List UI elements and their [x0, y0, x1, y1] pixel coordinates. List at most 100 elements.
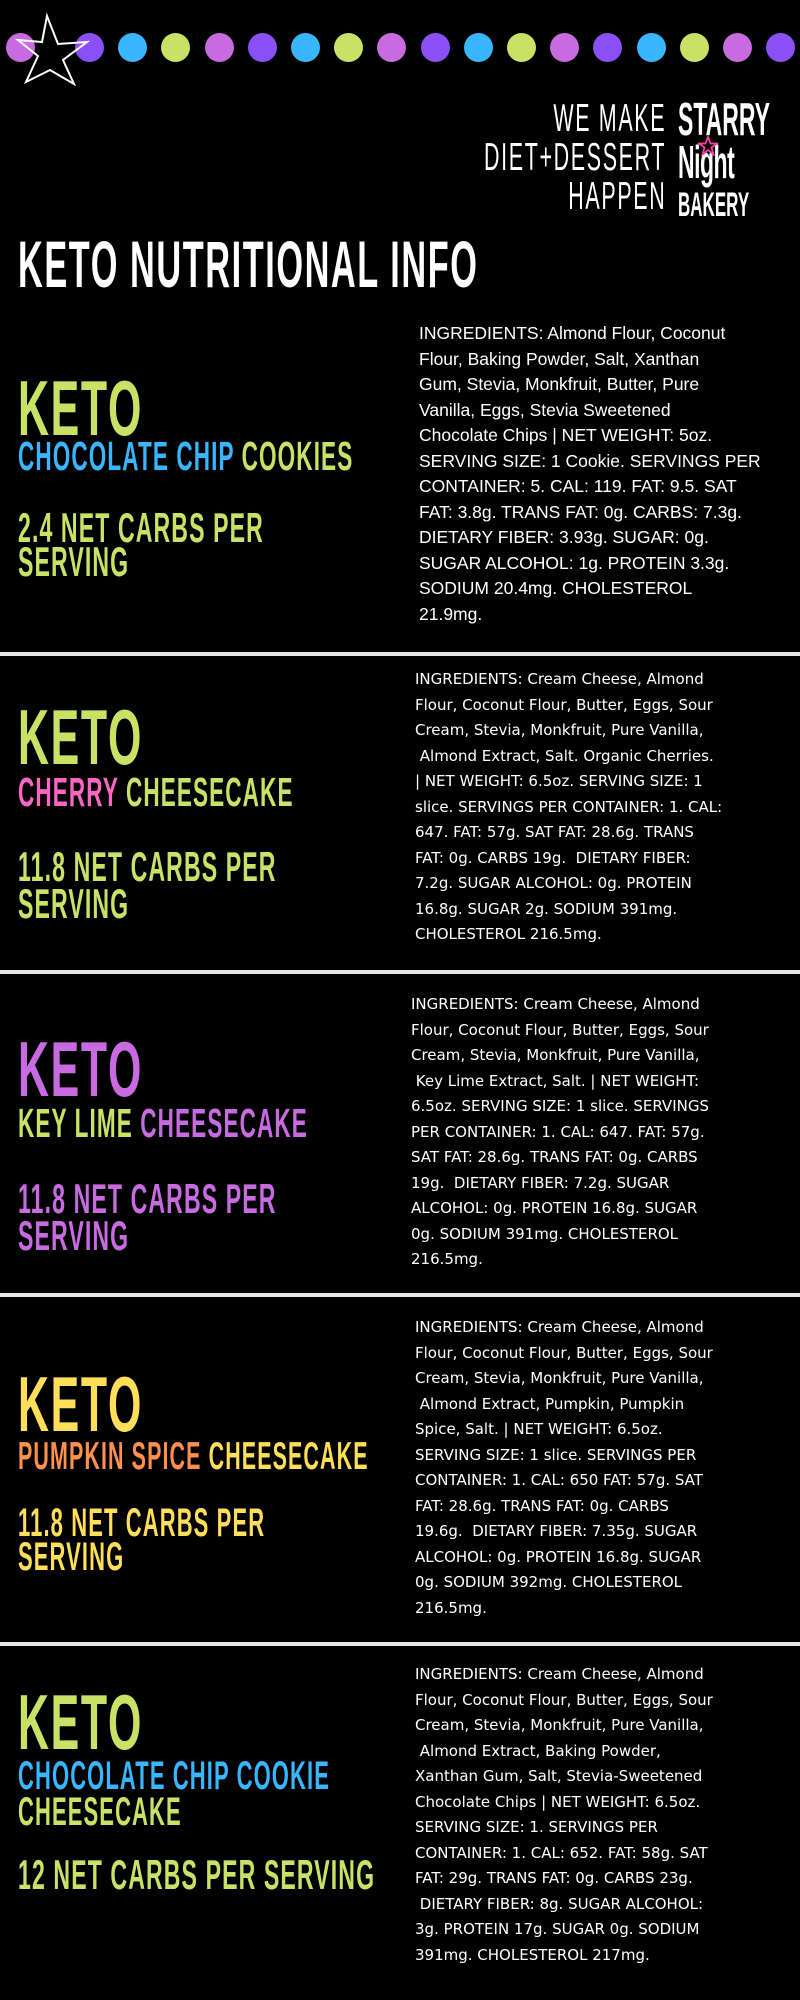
nutrition-info-line: Gum, Stevia, Monkfruit, Butter, Pure	[419, 374, 700, 394]
keto-label: KETO	[18, 1025, 143, 1113]
nutrition-info: INGREDIENTS: Cream Cheese, Almond Flour, …	[415, 1662, 713, 1968]
nutrition-info-line: ALCOHOL: 0g. PROTEIN 16.8g. SUGAR	[411, 1199, 698, 1217]
nutrition-info-line: INGREDIENTS: Cream Cheese, Almond	[415, 670, 704, 688]
nutrition-info-line: Chocolate Chips | NET WEIGHT: 6.5oz.	[415, 1792, 701, 1811]
nutrition-info-line: Flour, Coconut Flour, Butter, Eggs, Sour	[415, 1690, 713, 1709]
decorative-dot	[636, 33, 666, 62]
net-carbs-line-2: SERVING	[18, 1212, 130, 1259]
keto-label: KETO	[18, 693, 143, 781]
nutrition-info-line: Cream, Stevia, Monkfruit, Pure Vanilla,	[415, 721, 704, 739]
nutrition-info-line: FAT: 29g. TRANS FAT: 0g. CARBS 23g.	[415, 1869, 693, 1887]
nutrition-info-line: 19.6g. DIETARY FIBER: 7.35g. SUGAR	[415, 1522, 698, 1540]
nutrition-info-line: Almond Extract, Pumpkin, Pumpkin	[415, 1394, 685, 1413]
product-name-b: COOKIES	[241, 433, 354, 479]
decorative-dot	[679, 33, 709, 62]
decorative-dot	[463, 33, 493, 62]
nutrition-info-line: | NET WEIGHT: 6.5oz. SERVING SIZE: 1	[415, 772, 703, 790]
product-name: CHERRY CHEESECAKE	[18, 772, 294, 813]
decorative-dot	[118, 33, 148, 62]
net-carbs-line-1: 11.8 NET CARBS PER	[18, 1175, 277, 1222]
keto-label: KETO	[18, 1678, 143, 1766]
nutrition-info-line: Flour, Coconut Flour, Butter, Eggs, Sour	[415, 1343, 713, 1362]
nutrition-info-line: INGREDIENTS: Cream Cheese, Almond	[411, 995, 700, 1013]
nutrition-info-line: Flour, Baking Powder, Salt, Xanthan	[419, 348, 700, 369]
net-carbs-line-2: SERVING	[18, 880, 130, 927]
nutrition-info-line: Vanilla, Eggs, Stevia Sweetened	[419, 399, 671, 420]
nutrition-info-line: Flour, Coconut Flour, Butter, Eggs, Sour	[415, 695, 713, 714]
nutrition-info-line: Cream, Stevia, Monkfruit, Pure Vanilla,	[415, 1716, 704, 1734]
nutrition-info: INGREDIENTS: Almond Flour, Coconut Flour,…	[419, 321, 761, 627]
pink-star-icon	[698, 136, 718, 156]
product-name-a: PUMPKIN SPICE	[18, 1435, 202, 1478]
net-carbs-line-1: 11.8 NET CARBS PER	[18, 1501, 266, 1545]
nutrition-info-line: ALCOHOL: 0g. PROTEIN 16.8g. SUGAR	[415, 1547, 702, 1566]
product-name-b: CHEESECAKE	[140, 1100, 308, 1146]
nutrition-info-line: Cream, Stevia, Monkfruit, Pure Vanilla,	[411, 1046, 700, 1064]
nutrition-info-line: Almond Extract, Baking Powder,	[415, 1741, 661, 1760]
decorative-dot	[161, 33, 191, 62]
nutrition-info-line: DIETARY FIBER: 3.93g. SUGAR: 0g.	[419, 527, 709, 547]
nutrition-info-line: SUGAR ALCOHOL: 1g. PROTEIN 3.3g.	[419, 552, 730, 573]
nutrition-info-line: slice. SERVINGS PER CONTAINER: 1. CAL:	[415, 797, 723, 816]
logo-starry: STARRY	[678, 93, 770, 145]
nutrition-info-line: SERVING SIZE: 1 slice. SERVINGS PER	[415, 1445, 697, 1464]
decorative-dot	[420, 33, 450, 62]
nutrition-info-line: 16.8g. SUGAR 2g. SODIUM 391mg.	[415, 899, 678, 918]
nutrition-info-line: Flour, Coconut Flour, Butter, Eggs, Sour	[411, 1020, 709, 1039]
nutrition-info-line: Chocolate Chips | NET WEIGHT: 5oz.	[419, 425, 713, 445]
nutrition-info-line: Key Lime Extract, Salt. | NET WEIGHT:	[411, 1071, 700, 1090]
section-divider	[0, 1642, 800, 1646]
logo-night: Night	[678, 136, 735, 188]
nutrition-info-line: 216.5mg.	[415, 1598, 487, 1617]
nutrition-info-line: SODIUM 20.4mg. CHOLESTEROL	[419, 578, 693, 598]
nutrition-info-line: 6.5oz. SERVING SIZE: 1 slice. SERVINGS	[411, 1097, 709, 1115]
tagline-line-2: DIET+DESSERT	[483, 136, 666, 179]
tagline-line-1: WE MAKE	[553, 97, 666, 140]
nutrition-info-line: 7.2g. SUGAR ALCOHOL: 0g. PROTEIN	[415, 874, 692, 892]
star-outline-icon	[14, 12, 90, 86]
nutrition-info-line: 647. FAT: 57g. SAT FAT: 28.6g. TRANS	[415, 823, 694, 841]
nutrition-info-line: SAT FAT: 28.6g. TRANS FAT: 0g. CARBS	[411, 1148, 698, 1166]
logo-bakery: BAKERY	[678, 186, 750, 224]
net-carbs-line-2: SERVING	[18, 1535, 125, 1579]
nutrition-info-line: PER CONTAINER: 1. CAL: 647. FAT: 57g.	[411, 1122, 705, 1141]
nutrition-info-line: FAT: 0g. CARBS 19g. DIETARY FIBER:	[415, 848, 691, 867]
net-carbs-line-1: 12 NET CARBS PER SERVING	[18, 1851, 376, 1898]
product-name-a: CHOCOLATE CHIP COOKIE	[18, 1754, 330, 1798]
product-name-b: CHEESECAKE	[208, 1435, 369, 1478]
decorative-dot	[507, 33, 536, 62]
product-name-a: CHOCOLATE CHIP	[18, 433, 235, 479]
decorative-dot	[334, 33, 364, 62]
nutrition-info-line: 216.5mg.	[411, 1250, 483, 1268]
product-name-a: CHERRY	[18, 769, 119, 815]
product-name-b: CHEESECAKE	[125, 769, 294, 815]
nutrition-info-line: 21.9mg.	[419, 603, 483, 624]
nutrition-info-line: INGREDIENTS: Almond Flour, Coconut	[419, 323, 726, 343]
section-divider	[0, 1293, 800, 1297]
section-divider	[0, 652, 800, 656]
nutrition-info-line: 391mg. CHOLESTEROL 217mg.	[415, 1945, 650, 1964]
nutrition-info: INGREDIENTS: Cream Cheese, Almond Flour, …	[415, 667, 722, 948]
nutrition-info-line: SERVING SIZE: 1 Cookie. SERVINGS PER	[419, 450, 761, 471]
nutrition-info-line: FAT: 28.6g. TRANS FAT: 0g. CARBS	[415, 1496, 669, 1515]
nutrition-info-line: Spice, Salt. | NET WEIGHT: 6.5oz.	[415, 1420, 663, 1438]
decorative-dot	[550, 33, 580, 62]
nutrition-info-line: INGREDIENTS: Cream Cheese, Almond	[415, 1665, 704, 1683]
product-name: KEY LIME CHEESECAKE	[18, 1103, 308, 1144]
keto-label: KETO	[18, 1360, 143, 1448]
nutrition-info: INGREDIENTS: Cream Cheese, Almond Flour, …	[415, 1315, 713, 1621]
net-carbs-line-1: 11.8 NET CARBS PER	[18, 843, 277, 890]
net-carbs-line-1: 2.4 NET CARBS PER	[18, 504, 264, 551]
decorative-dot	[766, 33, 796, 62]
decorative-dot	[291, 33, 320, 62]
page-title: KETO NUTRITIONAL INFO	[18, 227, 479, 301]
decorative-dot	[377, 33, 407, 62]
nutrition-info-line: Almond Extract, Salt. Organic Cherries.	[415, 746, 714, 765]
decorative-dot	[204, 33, 234, 62]
keto-label: KETO	[18, 364, 143, 452]
nutrition-info-line: FAT: 3.8g. TRANS FAT: 0g. CARBS: 7.3g.	[419, 501, 742, 522]
nutrition-info-line: CONTAINER: 1. CAL: 650 FAT: 57g. SAT	[415, 1471, 703, 1489]
decorative-dot	[593, 33, 623, 62]
nutrition-info-line: CONTAINER: 1. CAL: 652. FAT: 58g. SAT	[415, 1843, 708, 1862]
nutrition-info-line: 0g. SODIUM 392mg. CHOLESTEROL	[415, 1573, 683, 1591]
